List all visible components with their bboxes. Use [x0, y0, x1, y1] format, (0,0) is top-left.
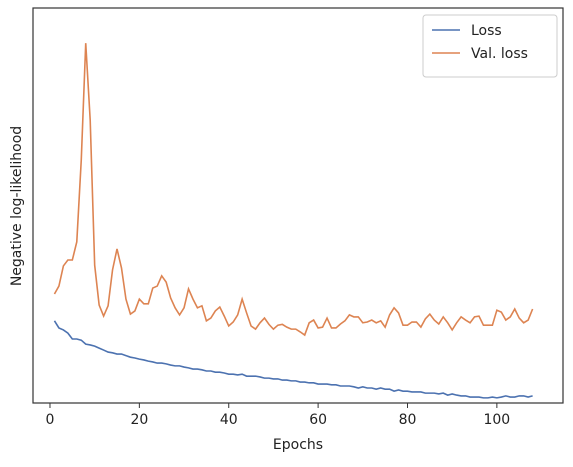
line-series [53, 43, 534, 337]
x-tick-label: 100 [483, 412, 510, 428]
x-axis-label: Epochs [273, 437, 323, 453]
x-tick-label: 40 [220, 412, 238, 428]
x-tick-label: 0 [46, 412, 55, 428]
legend-label: Val. loss [471, 46, 528, 62]
legend-label: Loss [471, 23, 502, 39]
x-tick-label: 60 [309, 412, 327, 428]
x-tick-label: 20 [130, 412, 148, 428]
x-tick-label: 80 [399, 412, 417, 428]
line-series [53, 320, 533, 399]
y-axis-label: Negative log-likelihood [9, 126, 25, 286]
